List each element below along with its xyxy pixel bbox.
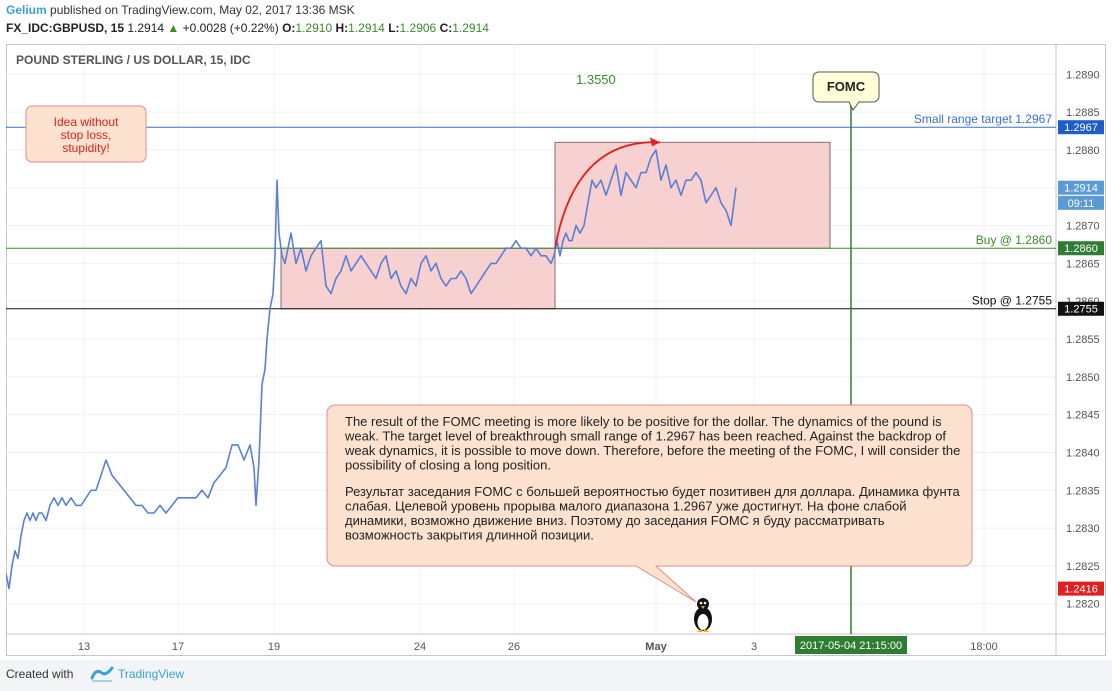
y-tick-label: 1.2825 [1066,561,1100,573]
close-value: 1.2914 [452,21,489,35]
low-value: 1.2906 [399,21,437,35]
x-tick-label: 3 [751,641,757,653]
price-badge-label: 1.2914 [1064,183,1098,195]
tradingview-logo-icon[interactable] [90,664,114,684]
trend-arrow-head [650,137,660,147]
price-change: +0.0028 (+0.22%) [182,21,279,35]
publish-info: Gelium published on TradingView.com, May… [6,3,355,17]
y-tick-label: 1.2880 [1066,145,1100,157]
price-badge-label: 1.2967 [1064,122,1098,134]
symbol-ohlc-bar: FX_IDC:GBPUSD, 15 1.2914 ▲ +0.0028 (+0.2… [6,21,489,35]
price-badge [1058,241,1104,256]
open-label: O: [282,21,296,35]
y-tick-label: 1.2830 [1066,523,1100,535]
level-label: Small range target 1.2967 [914,112,1052,126]
footer: Created with TradingView [0,660,1112,691]
idea-note-line: Idea without [54,115,119,129]
y-tick-label: 1.2840 [1066,447,1100,459]
y-tick-label: 1.2885 [1066,107,1100,119]
x-tick-label: 18:00 [970,641,998,653]
low-label: L: [388,21,400,35]
high-label: H: [335,21,349,35]
author-name[interactable]: Gelium [6,3,47,17]
main-note-english: The result of the FOMC meeting is more l… [344,414,960,473]
price-badge [1058,195,1104,210]
main-note-box [326,404,973,603]
tradingview-link[interactable]: TradingView [118,667,185,681]
y-tick-label: 1.2890 [1066,69,1100,81]
x-tick-label: 24 [414,641,426,653]
trend-arrow [554,141,661,249]
price-series-line [6,149,737,590]
price-badge [1058,301,1104,316]
range-box-upper [554,141,831,249]
x-tick-label: 26 [508,641,520,653]
up-arrow-icon: ▲ [167,21,180,35]
fomc-label: FOMC [827,79,866,94]
level-label: Stop @ 1.2755 [972,294,1053,308]
penguin-icon [694,598,712,632]
y-tick-label: 1.2870 [1066,221,1100,233]
last-price: 1.2914 [127,21,165,35]
published-text: published on TradingView.com, May 02, 20… [50,3,355,17]
y-tick-label: 1.2820 [1066,599,1100,611]
price-badge-label: 1.2755 [1064,304,1098,316]
x-tick-label: 19 [268,641,280,653]
y-tick-label: 1.2850 [1066,372,1100,384]
y-tick-label: 1.2855 [1066,334,1100,346]
x-tick-label: May [645,641,667,653]
x-tick-label: 13 [78,641,90,653]
chart-title: POUND STERLING / US DOLLAR, 15, IDC [16,53,251,67]
idea-note-line: stop loss, [61,128,112,142]
level-text-1-3550: 1.3550 [576,72,616,87]
idea-note-box [25,105,147,163]
price-badge-label: 1.2860 [1064,243,1098,255]
price-badge [1058,581,1104,596]
created-with-text: Created with [6,667,74,681]
y-tick-label: 1.2835 [1066,485,1100,497]
price-badge [1058,120,1104,135]
x-current-badge [795,636,907,654]
price-chart[interactable]: Small range target 1.2967 Buy @ 1.2860 Sto… [6,44,1106,656]
idea-note-line: stupidity! [62,141,109,155]
price-badge [1058,180,1104,195]
close-label: C: [439,21,453,35]
y-tick-label: 1.2845 [1066,410,1100,422]
main-note-russian: Результат заседания FOMC с большей вероя… [345,484,960,543]
price-badge-label: 1.2416 [1064,584,1098,596]
high-value: 1.2914 [348,21,385,35]
level-label: Buy @ 1.2860 [976,233,1053,247]
open-value: 1.2910 [295,21,333,35]
price-badge-label: 09:11 [1068,198,1095,210]
fomc-callout [812,71,880,111]
x-current-label: 2017-05-04 21:15:00 [800,640,902,652]
y-tick-label: 1.2865 [1066,258,1100,270]
symbol-name: FX_IDC:GBPUSD, 15 [6,21,125,35]
x-tick-label: 17 [172,641,184,653]
